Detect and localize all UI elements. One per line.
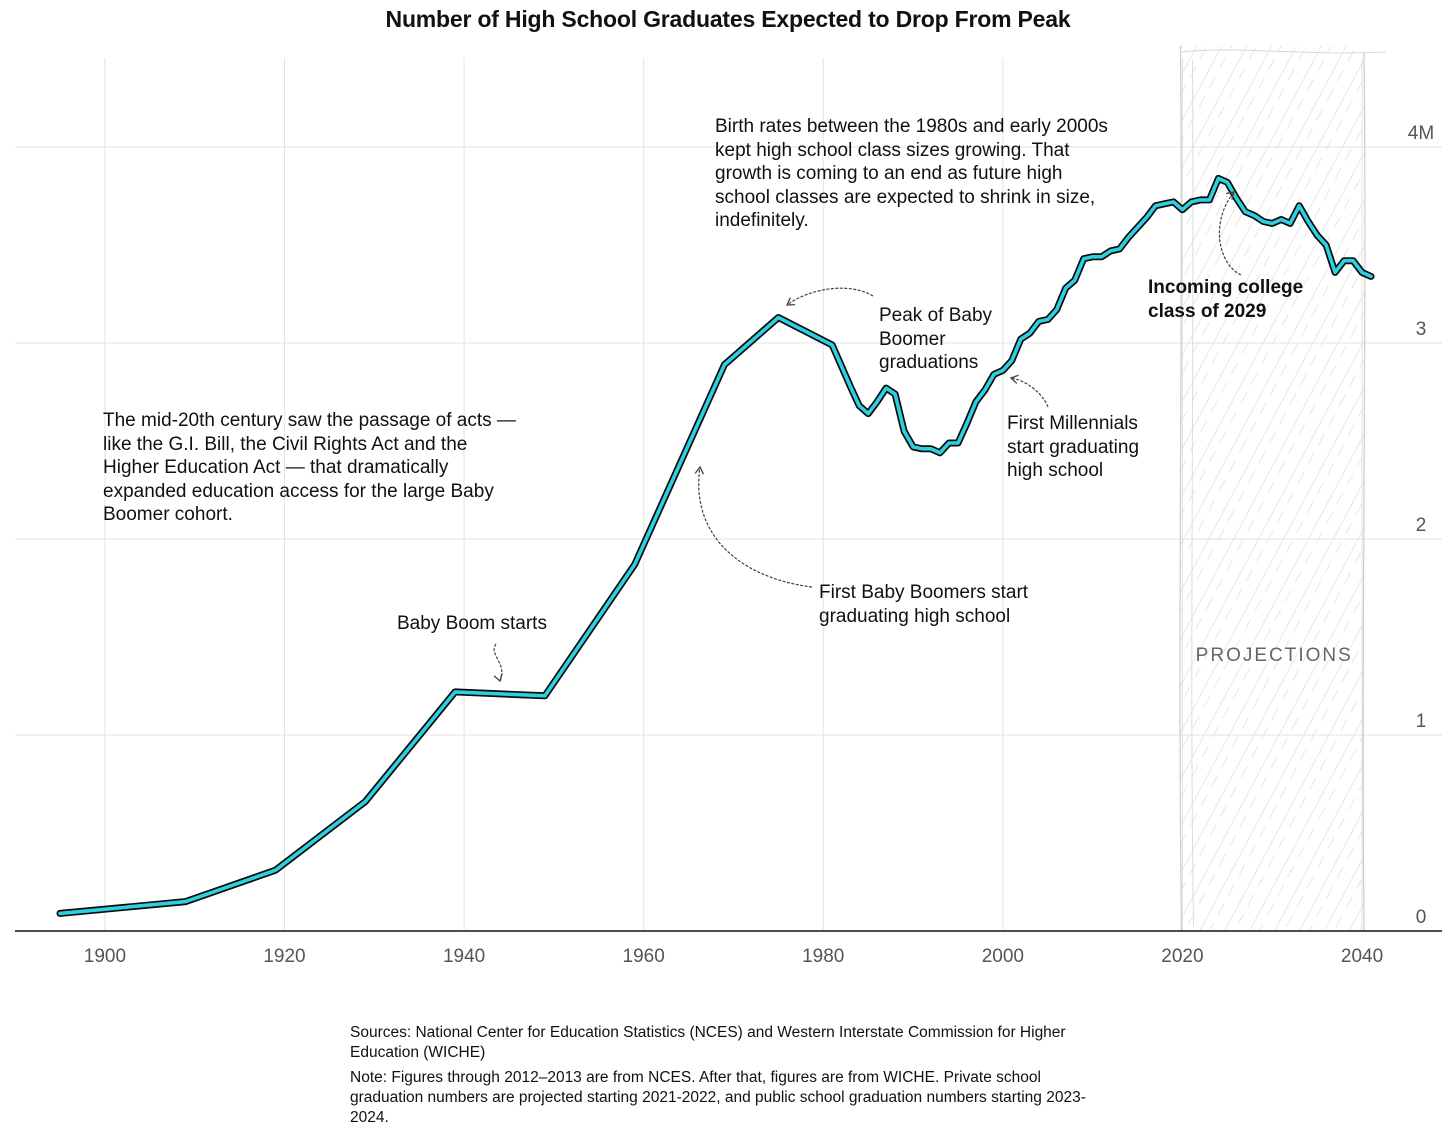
chart-title: Number of High School Graduates Expected… bbox=[385, 6, 1071, 32]
footer-note: Note: Figures through 2012–2013 are from… bbox=[350, 1069, 1086, 1126]
arrow-millennials-head bbox=[1009, 374, 1019, 384]
arrow-baby-boom-head bbox=[493, 673, 503, 683]
y-tick-label: 4M bbox=[1408, 123, 1434, 144]
arrow-millennials bbox=[1010, 377, 1049, 408]
arrow-first-boomers bbox=[698, 466, 813, 588]
x-tick-label: 2040 bbox=[1341, 946, 1383, 967]
series-lines bbox=[56, 174, 1375, 917]
x-tick-label: 2020 bbox=[1161, 946, 1203, 967]
footer: Sources: National Center for Education S… bbox=[350, 1023, 1110, 1133]
x-tick-label: 2000 bbox=[982, 946, 1024, 967]
projection-edge-left bbox=[1179, 45, 1183, 932]
y-tick-label: 1 bbox=[1416, 711, 1427, 732]
annotation-millennials: First Millennials start graduating high … bbox=[1007, 413, 1140, 481]
x-tick-label: 1920 bbox=[263, 946, 305, 967]
projection-label: PROJECTIONS bbox=[1196, 645, 1353, 666]
projection-edge-left-inner bbox=[1191, 59, 1194, 927]
arrow-peak-boomer bbox=[786, 287, 874, 306]
annotation-class-2029: Incoming college class of 2029 bbox=[1148, 277, 1304, 322]
chart: PROJECTIONS 1900 1920 1940 1960 1980 2000 2020… bbox=[15, 45, 1442, 967]
annotation-arrows bbox=[493, 191, 1242, 683]
arrow-baby-boom bbox=[493, 643, 503, 682]
projection-region: PROJECTIONS bbox=[1179, 45, 1387, 932]
y-axis: 0 1 2 3 4M bbox=[1408, 123, 1434, 928]
series-line bbox=[58, 176, 1373, 916]
annotation-first-boomers: First Baby Boomers start graduating high… bbox=[819, 582, 1029, 627]
projection-band bbox=[1180, 46, 1365, 931]
x-tick-label: 1900 bbox=[84, 946, 126, 967]
y-tick-label: 2 bbox=[1416, 515, 1427, 536]
footer-sources: Sources: National Center for Education S… bbox=[350, 1024, 1066, 1061]
x-axis: 1900 1920 1940 1960 1980 2000 2020 2040 bbox=[15, 930, 1442, 967]
y-tick-label: 3 bbox=[1416, 319, 1427, 340]
projection-edge-right bbox=[1362, 51, 1366, 932]
annotation-baby-boom: Baby Boom starts bbox=[397, 613, 547, 634]
arrow-peak-boomer-head bbox=[785, 297, 796, 306]
arrow-class-2029-head bbox=[1226, 191, 1235, 200]
y-tick-label: 0 bbox=[1416, 907, 1427, 928]
annotation-birth-rates: Birth rates between the 1980s and early … bbox=[715, 116, 1108, 231]
x-tick-label: 1940 bbox=[443, 946, 485, 967]
x-tick-label: 1960 bbox=[623, 946, 665, 967]
arrow-first-boomers-head bbox=[694, 465, 705, 475]
projection-edge-top bbox=[1180, 49, 1387, 54]
annotation-mid-century: The mid-20th century saw the passage of … bbox=[103, 410, 516, 525]
annotation-peak-boomer: Peak of Baby Boomer graduations bbox=[879, 305, 993, 373]
arrow-class-2029 bbox=[1218, 191, 1242, 276]
x-tick-label: 1980 bbox=[802, 946, 844, 967]
